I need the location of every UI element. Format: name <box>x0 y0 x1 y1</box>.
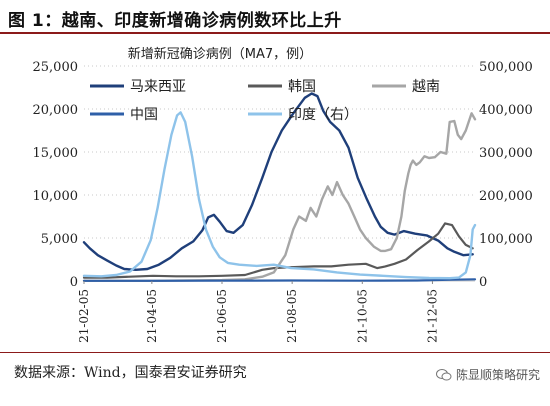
series-line-印度（右） <box>82 111 477 280</box>
legend-label: 中国 <box>130 107 158 123</box>
y-left-tick-label: 20,000 <box>33 103 79 118</box>
y-right-tick-label: 0 <box>479 275 487 290</box>
x-tick-label: 21-08-05 <box>285 289 299 343</box>
chart-canvas: 0 5,000 10,000 15,000 20,000 25,000 0 100,000 2… <box>33 46 533 343</box>
series-line-韩国 <box>82 222 474 279</box>
y-left-tick-label: 15,000 <box>33 146 79 161</box>
y-left-tick-label: 10,000 <box>33 189 79 204</box>
figure-title: 图 1：越南、印度新增确诊病例数环比上升 <box>8 11 342 31</box>
x-tick-label: 21-04-05 <box>145 289 159 343</box>
y-left-tick-label: 25,000 <box>33 60 79 75</box>
left-axis-labels: 0 5,000 10,000 15,000 20,000 25,000 <box>33 60 79 290</box>
legend-label: 印度（右） <box>288 107 358 123</box>
legend-label: 韩国 <box>288 79 316 95</box>
legend-label: 马来西亚 <box>130 79 186 95</box>
source-note: 数据来源：Wind，国泰君安证券研究 <box>14 365 247 381</box>
x-tick-label: 21-06-05 <box>215 289 229 343</box>
wechat-icon <box>435 368 452 380</box>
x-tick-label: 21-12-05 <box>425 289 439 343</box>
series-line-越南 <box>82 112 477 282</box>
x-axis-labels: 21-02-05 21-04-05 21-06-05 21-08-05 21-10-05… <box>77 281 439 343</box>
y-right-tick-label: 200,000 <box>479 189 533 204</box>
y-right-tick-label: 300,000 <box>479 146 533 161</box>
y-right-tick-label: 400,000 <box>479 103 533 118</box>
gridlines <box>84 65 475 282</box>
series-line-马来西亚 <box>82 92 474 271</box>
y-left-tick-label: 0 <box>70 275 78 290</box>
x-tick-label: 21-02-05 <box>77 289 91 343</box>
chart-title: 新增新冠确诊病例（MA7，例） <box>128 46 312 62</box>
y-right-tick-label: 100,000 <box>479 232 533 247</box>
x-tick-label: 21-10-05 <box>355 289 369 343</box>
series-line-中国 <box>82 278 477 282</box>
series-lines <box>82 92 477 282</box>
watermark: 陈显顺策略研究 <box>435 366 540 383</box>
legend-label: 越南 <box>412 79 440 95</box>
watermark-label: 陈显顺策略研究 <box>455 368 540 382</box>
y-left-tick-label: 5,000 <box>41 232 78 247</box>
title-rule <box>0 32 550 34</box>
right-axis-labels: 0 100,000 200,000 300,000 400,000 500,000 <box>479 60 533 290</box>
footer-rule <box>0 352 550 353</box>
y-right-tick-label: 500,000 <box>479 60 533 75</box>
